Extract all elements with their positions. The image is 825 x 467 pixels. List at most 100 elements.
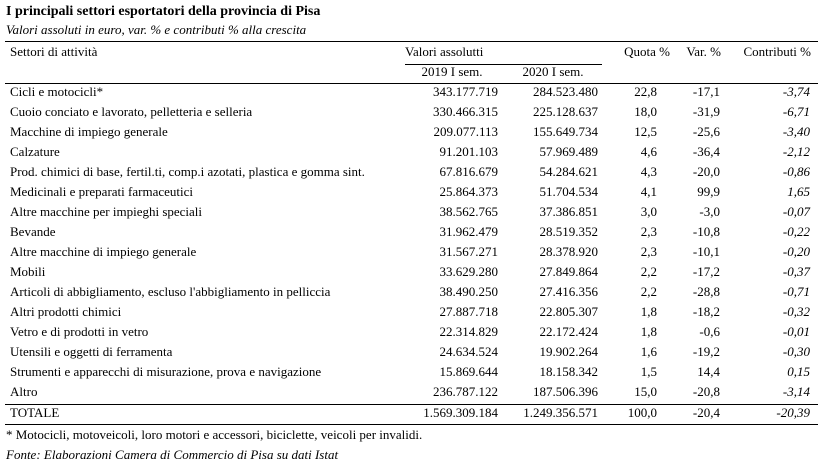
- value-2019: 67.816.679: [440, 164, 499, 179]
- sector: Utensili e oggetti di ferramenta: [10, 344, 173, 359]
- header-year: 2019 I sem.: [421, 64, 482, 79]
- value-2019: 15.869.644: [440, 364, 499, 379]
- sector: Altre macchine di impiego generale: [10, 244, 196, 259]
- value-2019: 209.077.113: [433, 124, 498, 139]
- change: -28,8: [693, 284, 720, 299]
- value-2019: 91.201.103: [440, 144, 499, 159]
- share: 1,6: [641, 344, 658, 359]
- share: 3,0: [641, 204, 657, 219]
- change: -20,0: [693, 164, 720, 179]
- contrib: -0,86: [783, 164, 811, 179]
- sector: Articoli di abbigliamento, escluso l'abb…: [10, 284, 331, 299]
- value-2020: 284.523.480: [533, 84, 598, 99]
- contrib: -3,14: [783, 384, 811, 399]
- value-2020: 37.386.851: [540, 204, 599, 219]
- change: -10,1: [693, 244, 720, 259]
- sector: Strumenti e apparecchi di misurazione, p…: [10, 364, 321, 379]
- change: -10,8: [693, 224, 720, 239]
- value-2020: 19.902.264: [540, 344, 599, 359]
- sector: Mobili: [10, 264, 46, 279]
- value-2020: 155.649.734: [533, 124, 599, 139]
- sector: Macchine di impiego generale: [10, 124, 168, 139]
- value-2019: 1.569.309.184: [423, 405, 498, 420]
- source: Fonte: Elaborazioni Camera di Commercio …: [5, 447, 338, 462]
- value-2020: 57.969.489: [540, 144, 599, 159]
- share: 1,5: [641, 364, 657, 379]
- sector: Altri prodotti chimici: [10, 304, 122, 319]
- change: 99,9: [697, 184, 720, 199]
- value-2020: 18.158.342: [540, 364, 599, 379]
- value-2020: 27.849.864: [540, 264, 599, 279]
- header-contrib: Contributi %: [743, 44, 811, 59]
- value-2020: 54.284.621: [540, 164, 599, 179]
- share: 1,8: [641, 304, 657, 319]
- value-2019: 22.314.829: [440, 324, 499, 339]
- contrib: 0,15: [787, 364, 810, 379]
- contrib: -0,01: [783, 324, 810, 339]
- header-sector: Settori di attività: [10, 44, 98, 59]
- share: 22,8: [634, 84, 657, 99]
- share: 2,3: [641, 244, 657, 259]
- share: 18,0: [634, 104, 657, 119]
- value-2020: 22.172.424: [540, 324, 599, 339]
- change: -31,9: [693, 104, 720, 119]
- value-2020: 225.128.637: [533, 104, 599, 119]
- share: 4,3: [641, 164, 657, 179]
- contrib: -0,37: [783, 264, 811, 279]
- value-2019: 27.887.718: [440, 304, 499, 319]
- title: I principali settori esportatori della p…: [6, 4, 320, 19]
- share: 100,0: [628, 405, 657, 420]
- header-year: 2020 I sem.: [522, 64, 583, 79]
- value-2019: 31.962.479: [440, 224, 499, 239]
- change: -25,6: [693, 124, 721, 139]
- contrib: 1,65: [787, 184, 810, 199]
- contrib: -0,07: [783, 204, 811, 219]
- sector: Medicinali e preparati farmaceutici: [10, 184, 193, 199]
- contrib: -0,20: [783, 244, 811, 259]
- contrib: -3,40: [783, 124, 811, 139]
- sector: Cuoio conciato e lavorato, pelletteria e…: [10, 104, 252, 119]
- value-2020: 27.416.356: [540, 284, 599, 299]
- value-2019: 236.787.122: [433, 384, 498, 399]
- value-2019: 38.562.765: [440, 204, 499, 219]
- sector: Vetro e di prodotti in vetro: [10, 324, 148, 339]
- change: -19,2: [693, 344, 720, 359]
- sector: Calzature: [10, 144, 60, 159]
- contrib: -2,12: [783, 144, 811, 159]
- sector: Cicli e motocicli*: [10, 84, 103, 99]
- header-change: Var. %: [686, 44, 721, 59]
- share: 4,1: [641, 184, 657, 199]
- contrib: -0,71: [783, 284, 810, 299]
- subtitle: Valori assoluti in euro, var. % e contri…: [6, 22, 307, 37]
- contrib: -0,30: [783, 344, 811, 359]
- contrib: -0,32: [783, 304, 811, 319]
- value-2019: 24.634.524: [440, 344, 499, 359]
- change: -18,2: [693, 304, 720, 319]
- sector: Bevande: [10, 224, 56, 239]
- change: -17,1: [693, 84, 720, 99]
- contrib: -3,74: [783, 84, 811, 99]
- share: 2,2: [641, 264, 657, 279]
- footnote: * Motocicli, motoveicoli, loro motori e …: [6, 427, 422, 442]
- value-2020: 22.805.307: [540, 304, 599, 319]
- header-absolute: Valori assolutti: [405, 44, 484, 59]
- change: -17,2: [693, 264, 720, 279]
- value-2019: 38.490.250: [440, 284, 499, 299]
- value-2019: 33.629.280: [440, 264, 499, 279]
- sector: Prod. chimici di base, fertil.ti, comp.i…: [10, 164, 365, 179]
- change: 14,4: [697, 364, 720, 379]
- value-2020: 28.519.352: [540, 224, 599, 239]
- sector: Altro: [10, 384, 37, 399]
- value-2020: 51.704.534: [540, 184, 599, 199]
- value-2020: 28.378.920: [540, 244, 599, 259]
- share: 1,8: [641, 324, 657, 339]
- contrib: -20,39: [776, 405, 810, 420]
- change: -36,4: [693, 144, 721, 159]
- change: -3,0: [699, 204, 720, 219]
- value-2019: 330.466.315: [433, 104, 498, 119]
- change: -0,6: [699, 324, 720, 339]
- change: -20,4: [693, 405, 721, 420]
- sector: Altre macchine per impieghi speciali: [10, 204, 202, 219]
- share: 2,2: [641, 284, 657, 299]
